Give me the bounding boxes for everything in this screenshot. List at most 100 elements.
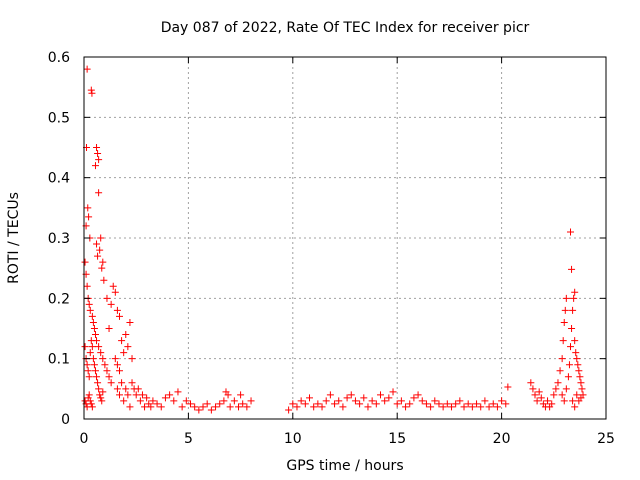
y-tick-label: 0.3 [48, 231, 70, 247]
data-point [91, 367, 99, 375]
data-point [174, 388, 182, 396]
data-point [293, 403, 301, 411]
data-point [572, 349, 580, 357]
data-point [85, 300, 93, 308]
data-point [90, 325, 98, 332]
data-point [310, 403, 318, 411]
y-tick-label: 0.2 [48, 291, 70, 307]
data-point [86, 397, 94, 405]
data-point [124, 343, 132, 351]
data-point [435, 400, 443, 408]
data-point [422, 400, 430, 408]
data-point [356, 400, 364, 408]
data-point [289, 400, 297, 408]
data-point [91, 331, 99, 339]
data-point [306, 394, 314, 402]
data-point [285, 406, 293, 414]
data-point [182, 397, 190, 405]
data-point [120, 349, 128, 357]
data-point [107, 379, 115, 387]
data-point [568, 325, 576, 332]
data-point [568, 265, 576, 273]
data-point [203, 400, 211, 408]
data-point [115, 367, 123, 375]
data-point [550, 391, 558, 399]
data-point [464, 400, 472, 408]
data-point [109, 282, 117, 290]
data-point [567, 343, 575, 351]
x-tick-label: 15 [388, 431, 406, 447]
data-point [485, 403, 493, 411]
data-point [86, 349, 94, 357]
data-point [170, 397, 178, 405]
data-point [376, 391, 384, 399]
data-point [439, 403, 447, 411]
y-tick-label: 0.4 [48, 171, 70, 187]
data-point [443, 400, 451, 408]
data-point [161, 394, 169, 402]
data-point [143, 394, 151, 402]
x-tick-label: 5 [184, 431, 193, 447]
data-point [115, 391, 123, 399]
y-tick-label: 0.6 [48, 50, 70, 66]
data-point [569, 397, 577, 405]
data-point [402, 403, 410, 411]
data-point [122, 385, 130, 393]
data-point [574, 361, 582, 369]
data-point [397, 397, 405, 405]
data-point [81, 343, 89, 351]
data-point [364, 403, 372, 411]
data-point [558, 391, 566, 399]
chart-title: Day 087 of 2022, Rate Of TEC Index for r… [161, 20, 530, 36]
data-point [447, 403, 455, 411]
data-point [97, 349, 105, 357]
data-point [343, 394, 351, 402]
data-point [191, 403, 199, 411]
data-point [575, 367, 583, 375]
data-point [95, 189, 103, 197]
data-point [85, 213, 93, 221]
data-point [527, 379, 535, 387]
data-point [560, 397, 568, 405]
data-point [95, 343, 103, 351]
x-tick-label: 20 [493, 431, 511, 447]
data-point [126, 403, 134, 411]
data-point [393, 400, 401, 408]
data-point [360, 394, 368, 402]
data-point [83, 361, 91, 369]
data-point [381, 397, 389, 405]
data-point [216, 400, 224, 408]
data-point [456, 397, 464, 405]
data-point [118, 337, 126, 345]
data-point [86, 306, 94, 314]
data-point [97, 234, 105, 242]
data-point [326, 391, 334, 399]
data-point [577, 379, 585, 387]
data-point [548, 400, 556, 408]
data-point [427, 403, 435, 411]
data-point [571, 403, 579, 411]
data-point [99, 388, 107, 396]
data-point [99, 355, 107, 363]
data-point [481, 397, 489, 405]
data-point [149, 397, 157, 405]
data-point [477, 403, 485, 411]
data-point [100, 276, 108, 284]
data-point [95, 156, 103, 164]
data-point [87, 337, 95, 345]
data-point [84, 367, 92, 375]
data-point [562, 294, 570, 302]
data-point [134, 385, 142, 393]
data-point [579, 391, 587, 399]
data-point [339, 403, 347, 411]
data-point [94, 252, 102, 260]
data-point [570, 294, 578, 302]
data-point [239, 400, 247, 408]
data-point [90, 361, 98, 369]
data-point [418, 397, 426, 405]
y-tick-label: 0 [61, 412, 70, 428]
data-point [113, 306, 121, 314]
data-point [96, 391, 104, 399]
grid [84, 57, 606, 419]
data-point [93, 240, 101, 248]
